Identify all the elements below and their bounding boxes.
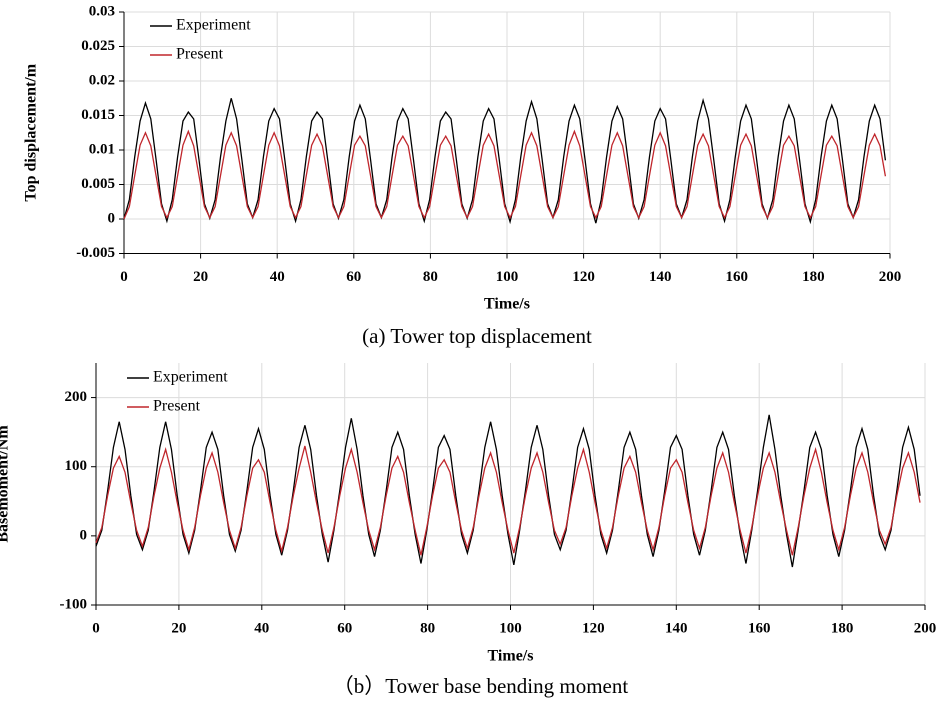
legend-label: Present: [176, 46, 224, 63]
y-axis-label: Basemoment/Nm: [0, 425, 12, 543]
y-tick-label: 200: [65, 389, 88, 405]
x-tick-label: 40: [254, 620, 269, 636]
y-tick-label: 0.01: [89, 141, 115, 157]
legend-label: Present: [153, 398, 201, 415]
y-axis-label: Top displacement/m: [23, 63, 40, 201]
x-tick-label: 60: [346, 269, 361, 285]
x-tick-label: 160: [748, 620, 771, 636]
x-axis-label: Time/s: [488, 648, 534, 665]
y-tick-label: 0: [80, 527, 88, 543]
x-tick-label: 20: [171, 620, 186, 636]
legend-label: Experiment: [153, 369, 228, 386]
x-tick-label: 120: [582, 620, 605, 636]
y-tick-label: 0.005: [81, 176, 115, 192]
x-tick-label: 60: [337, 620, 352, 636]
x-tick-label: 80: [423, 269, 438, 285]
x-tick-label: 120: [572, 269, 595, 285]
x-tick-label: 180: [831, 620, 854, 636]
y-tick-label: 0: [108, 210, 116, 226]
y-tick-label: 100: [65, 458, 88, 474]
caption: （b）Tower base bending moment: [333, 674, 629, 698]
x-tick-label: 200: [914, 620, 937, 636]
caption: (a) Tower top displacement: [362, 324, 592, 348]
x-tick-label: 0: [92, 620, 100, 636]
x-tick-label: 140: [665, 620, 688, 636]
data-line: [123, 129, 887, 220]
x-tick-label: 180: [802, 269, 825, 285]
data-line: [95, 414, 921, 568]
x-tick-label: 160: [726, 269, 749, 285]
y-tick-label: 0.03: [89, 3, 115, 19]
y-tick-label: -0.005: [76, 245, 115, 261]
y-tick-label: 0.015: [81, 107, 115, 123]
x-tick-label: 80: [420, 620, 435, 636]
x-tick-label: 100: [496, 269, 519, 285]
y-tick-label: 0.025: [81, 38, 115, 54]
y-tick-label: -100: [60, 596, 88, 612]
legend-label: Experiment: [176, 17, 251, 34]
x-tick-label: 100: [499, 620, 522, 636]
x-tick-label: 0: [120, 269, 128, 285]
data-line: [95, 445, 921, 556]
x-axis-label: Time/s: [484, 296, 530, 313]
x-tick-label: 20: [193, 269, 208, 285]
x-tick-label: 200: [879, 269, 902, 285]
x-tick-label: 40: [270, 269, 285, 285]
x-tick-label: 140: [649, 269, 672, 285]
y-tick-label: 0.02: [89, 72, 115, 88]
